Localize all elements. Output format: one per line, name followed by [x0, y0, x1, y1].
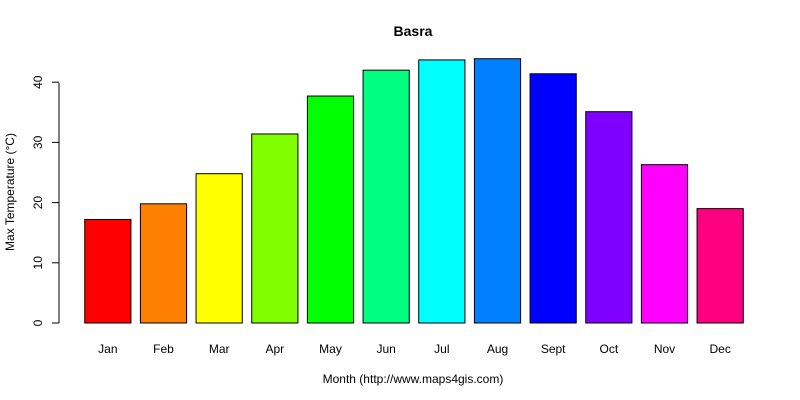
x-tick-label: Feb: [153, 342, 174, 356]
y-tick-label: 20: [31, 196, 45, 210]
bar-jul: [418, 59, 466, 324]
y-tick-label: 0: [31, 319, 45, 326]
x-tick-label: Mar: [209, 342, 230, 356]
bar-may: [306, 95, 355, 324]
x-tick-label: Oct: [599, 342, 618, 356]
x-axis-tick-labels: Jan Feb Mar Apr May Jun Jul Aug Sept Oct Nov Dec: [98, 342, 731, 356]
y-tick-label: 40: [31, 75, 45, 89]
bar-feb: [139, 203, 188, 324]
bar-sept: [529, 73, 577, 324]
x-tick-label: Jan: [98, 342, 117, 356]
bar-oct: [585, 111, 633, 324]
x-tick-label: May: [319, 342, 342, 356]
x-tick-label: Jun: [376, 342, 395, 356]
x-tick-label: Nov: [654, 342, 675, 356]
bars: [84, 58, 744, 324]
bar-mar: [195, 173, 243, 324]
bar-aug: [473, 58, 522, 324]
y-tick-label: 10: [31, 256, 45, 270]
y-tick-label: 30: [31, 135, 45, 149]
y-axis-ticks: 0 10 20 30 40: [31, 75, 59, 326]
bar-nov: [640, 164, 689, 324]
bar-dec: [696, 208, 744, 324]
x-tick-label: Aug: [487, 342, 508, 356]
y-axis-label: Max Temperature (°C): [3, 133, 17, 251]
x-tick-label: Sept: [541, 342, 566, 356]
x-tick-label: Dec: [709, 342, 730, 356]
bar-jun: [362, 69, 410, 324]
bar-jan: [84, 218, 132, 324]
x-tick-label: Jul: [434, 342, 449, 356]
chart-title: Basra: [394, 23, 433, 39]
x-axis-label: Month (http://www.maps4gis.com): [323, 372, 504, 386]
x-tick-label: Apr: [265, 342, 284, 356]
bar-apr: [251, 133, 299, 324]
